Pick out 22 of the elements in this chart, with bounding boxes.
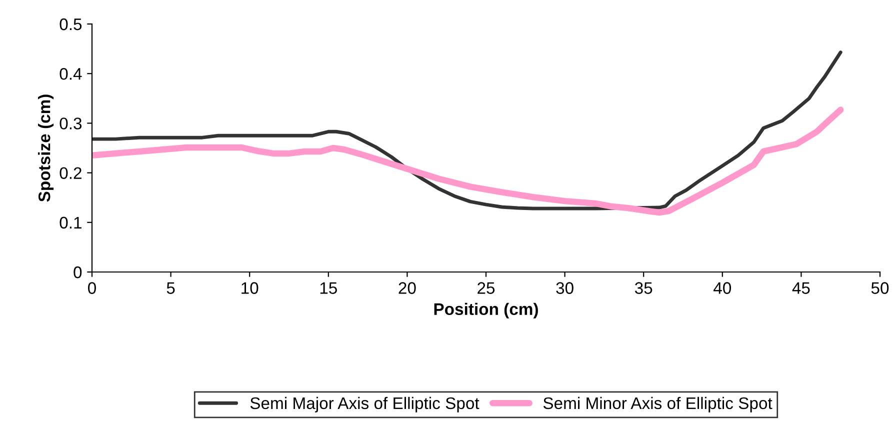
x-tick-label: 25: [478, 282, 495, 294]
y-tick-label: 0.5: [60, 18, 82, 30]
y-tick-label: 0.1: [60, 216, 82, 229]
x-tick-label: 45: [792, 282, 810, 294]
y-tick-label: 0.3: [60, 118, 82, 130]
legend-label: Semi Minor Axis of Elliptic Spot: [543, 396, 772, 412]
y-tick-label: 0.4: [60, 68, 82, 80]
x-tick-label: 15: [320, 282, 337, 294]
legend-label: Semi Major Axis of Elliptic Spot: [250, 396, 480, 412]
x-axis-title: Position (cm): [434, 302, 538, 318]
x-tick-label: 5: [166, 282, 175, 294]
x-tick-label: 20: [398, 282, 416, 294]
x-tick-label: 10: [242, 282, 258, 294]
y-tick-label: 0.2: [60, 167, 82, 180]
x-tick-label: 30: [556, 282, 574, 294]
y-tick-label: 0: [74, 266, 82, 278]
y-axis-title: Spotsize (cm): [38, 94, 54, 202]
x-tick-label: 50: [871, 282, 889, 294]
x-tick-label: 40: [714, 282, 732, 294]
x-tick-label: 35: [634, 282, 652, 294]
x-tick-label: 0: [88, 282, 96, 294]
line-series: [92, 50, 842, 210]
